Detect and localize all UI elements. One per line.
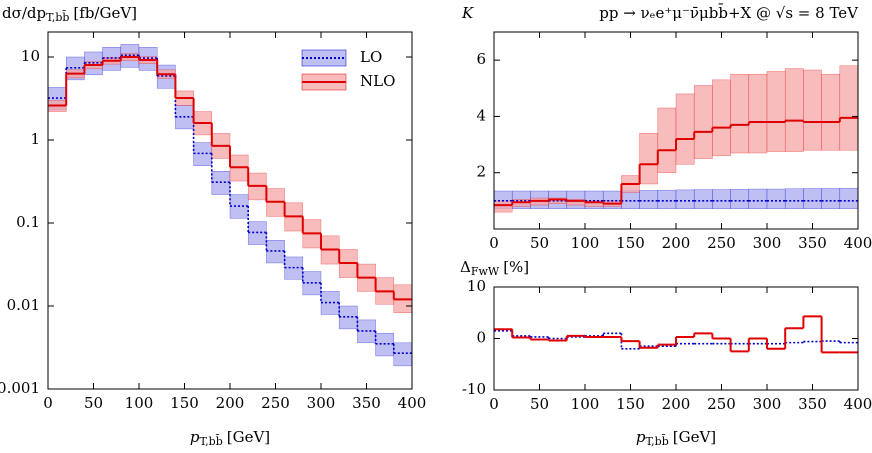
y-label-unit: [%] bbox=[503, 258, 529, 276]
y-tick-label: 1 bbox=[30, 130, 40, 148]
y-label-main: dσ/dp bbox=[2, 4, 46, 22]
plot-area bbox=[48, 44, 412, 367]
x-tick-label: 100 bbox=[571, 395, 600, 413]
uncertainty-band bbox=[657, 107, 677, 173]
uncertainty-band bbox=[803, 69, 822, 151]
uncertainty-band bbox=[766, 188, 786, 209]
y-label-unit: [fb/GeV] bbox=[73, 4, 137, 22]
uncertainty-band bbox=[693, 85, 713, 159]
y-tick-label: 4 bbox=[476, 106, 486, 124]
uncertainty-band bbox=[675, 189, 695, 209]
x-tick-label: 100 bbox=[571, 234, 600, 252]
x-tick-label: 50 bbox=[84, 394, 103, 412]
x-tick-label: 0 bbox=[489, 395, 499, 413]
plot-area bbox=[494, 315, 858, 354]
x-tick-label: 400 bbox=[398, 394, 427, 412]
y-label: ΔFwW [%] bbox=[460, 258, 529, 278]
y-tick-label: 0.01 bbox=[7, 296, 40, 314]
x-tick-label: 200 bbox=[662, 234, 691, 252]
uncertainty-band bbox=[657, 189, 677, 209]
x-label-unit: [GeV] bbox=[673, 428, 716, 446]
y-tick-label: 0.1 bbox=[16, 213, 40, 231]
y-tick-label: 10 bbox=[467, 277, 486, 295]
x-tick-label: 100 bbox=[125, 394, 154, 412]
legend-label: NLO bbox=[360, 72, 395, 90]
x-label-sub: T,bb̄ bbox=[645, 435, 668, 448]
x-tick-label: 350 bbox=[352, 394, 381, 412]
x-label-main: p bbox=[190, 428, 200, 446]
uncertainty-band bbox=[784, 188, 804, 209]
uncertainty-band bbox=[821, 188, 841, 209]
plot-area bbox=[494, 65, 858, 213]
y-tick-label: 6 bbox=[476, 50, 486, 68]
x-tick-label: 150 bbox=[616, 395, 645, 413]
x-tick-label: 200 bbox=[216, 394, 245, 412]
x-label: pT,bb̄ [GeV] bbox=[190, 428, 270, 448]
uncertainty-band bbox=[730, 73, 750, 154]
x-tick-label: 50 bbox=[530, 234, 549, 252]
x-tick-label: 250 bbox=[707, 234, 736, 252]
x-tick-label: 50 bbox=[530, 395, 549, 413]
uncertainty-band bbox=[784, 68, 804, 152]
annotation: pp → νₑe⁺μ⁻ν̄μbb̄+X @ √s = 8 TeV bbox=[599, 4, 859, 22]
uncertainty-band bbox=[639, 190, 659, 209]
x-tick-label: 300 bbox=[753, 395, 782, 413]
y-tick-label: 0 bbox=[476, 329, 486, 347]
uncertainty-band bbox=[803, 188, 822, 209]
x-tick-label: 300 bbox=[753, 234, 782, 252]
y-tick-label: 0.001 bbox=[0, 379, 40, 397]
uncertainty-band bbox=[766, 71, 786, 152]
x-tick-label: 0 bbox=[43, 394, 53, 412]
x-label: pT,bb̄ [GeV] bbox=[636, 428, 716, 448]
uncertainty-band bbox=[748, 188, 768, 209]
y-label-main: Δ bbox=[460, 258, 471, 276]
uncertainty-band bbox=[712, 79, 731, 157]
uncertainty-band bbox=[693, 189, 713, 209]
y-tick-label: 2 bbox=[476, 163, 486, 181]
x-tick-label: 150 bbox=[170, 394, 199, 412]
y-tick-label: 10 bbox=[21, 47, 40, 65]
x-tick-label: 350 bbox=[798, 395, 827, 413]
y-label: dσ/dpT,bb̄ [fb/GeV] bbox=[2, 4, 137, 24]
x-label-sub: T,bb̄ bbox=[199, 435, 222, 448]
x-tick-label: 300 bbox=[307, 394, 336, 412]
uncertainty-band bbox=[639, 133, 659, 185]
x-tick-label: 250 bbox=[261, 394, 290, 412]
y-label-sub: T,bb̄ bbox=[46, 11, 69, 24]
x-tick-label: 350 bbox=[798, 234, 827, 252]
x-tick-label: 250 bbox=[707, 395, 736, 413]
uncertainty-band bbox=[675, 93, 695, 165]
uncertainty-band bbox=[839, 65, 858, 151]
x-tick-label: 150 bbox=[616, 234, 645, 252]
y-label-sub: FwW bbox=[471, 265, 500, 278]
uncertainty-band bbox=[748, 73, 768, 154]
x-label-main: p bbox=[636, 428, 646, 446]
x-tick-label: 0 bbox=[489, 234, 499, 252]
panel: 0 50 100 150 200 250 300 350 400 0.001 0.01 0.1 1 10 L… bbox=[0, 31, 427, 412]
uncertainty-band bbox=[494, 200, 513, 213]
uncertainty-band bbox=[730, 189, 750, 209]
uncertainty-band bbox=[621, 190, 640, 209]
uncertainty-band bbox=[821, 73, 841, 151]
y-label: K bbox=[461, 4, 474, 22]
uncertainty-band bbox=[393, 342, 412, 367]
legend-label: LO bbox=[360, 48, 382, 66]
uncertainty-band bbox=[839, 187, 858, 209]
x-tick-label: 400 bbox=[844, 234, 872, 252]
x-tick-label: 200 bbox=[662, 395, 691, 413]
y-tick-label: -10 bbox=[462, 380, 486, 398]
x-label-unit: [GeV] bbox=[227, 428, 270, 446]
x-tick-label: 400 bbox=[844, 395, 872, 413]
uncertainty-band bbox=[712, 189, 731, 209]
panel: 0 50 100 150 200 250 300 350 400 2 4 6 K pp → νₑe⁺μ⁻ν… bbox=[461, 4, 872, 252]
